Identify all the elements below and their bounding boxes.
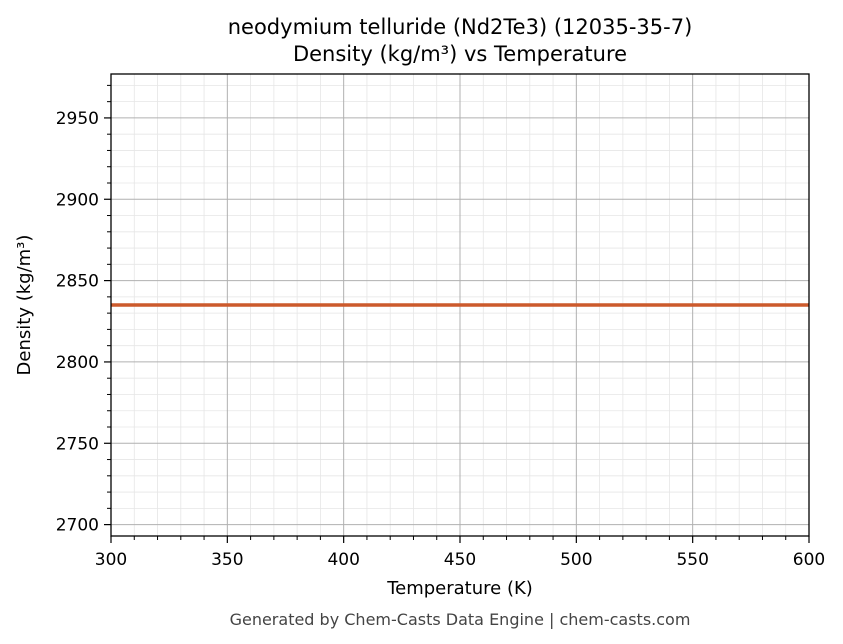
major-grid: [110, 74, 810, 536]
y-axis-title: Density (kg/m³): [14, 235, 35, 376]
plot-area: [110, 73, 810, 537]
y-tick-label: 2700: [56, 516, 99, 536]
chart-title-line-2: Density (kg/m³) vs Temperature: [293, 42, 627, 66]
chart-title-line-1: neodymium telluride (Nd2Te3) (12035-35-7…: [228, 15, 693, 39]
y-tick-label: 2950: [56, 109, 99, 129]
y-tick-label: 2750: [56, 434, 99, 454]
x-tick-label: 350: [211, 550, 243, 570]
x-tick-label: 450: [444, 550, 476, 570]
x-axis-title: Temperature (K): [386, 578, 533, 599]
x-tick-label: 300: [95, 550, 127, 570]
y-tick-label: 2900: [56, 190, 99, 210]
y-axis: 2700 2750 2800 2850 2900 2950: [56, 84, 111, 536]
x-axis: 300 350 400 450 500 550 600: [95, 536, 825, 570]
x-tick-label: 550: [676, 550, 708, 570]
footer-credit: Generated by Chem-Casts Data Engine | ch…: [230, 610, 691, 629]
x-tick-label: 600: [793, 550, 825, 570]
y-tick-label: 2850: [56, 272, 99, 292]
x-tick-label: 400: [327, 550, 359, 570]
y-tick-label: 2800: [56, 353, 99, 373]
x-tick-label: 500: [560, 550, 592, 570]
